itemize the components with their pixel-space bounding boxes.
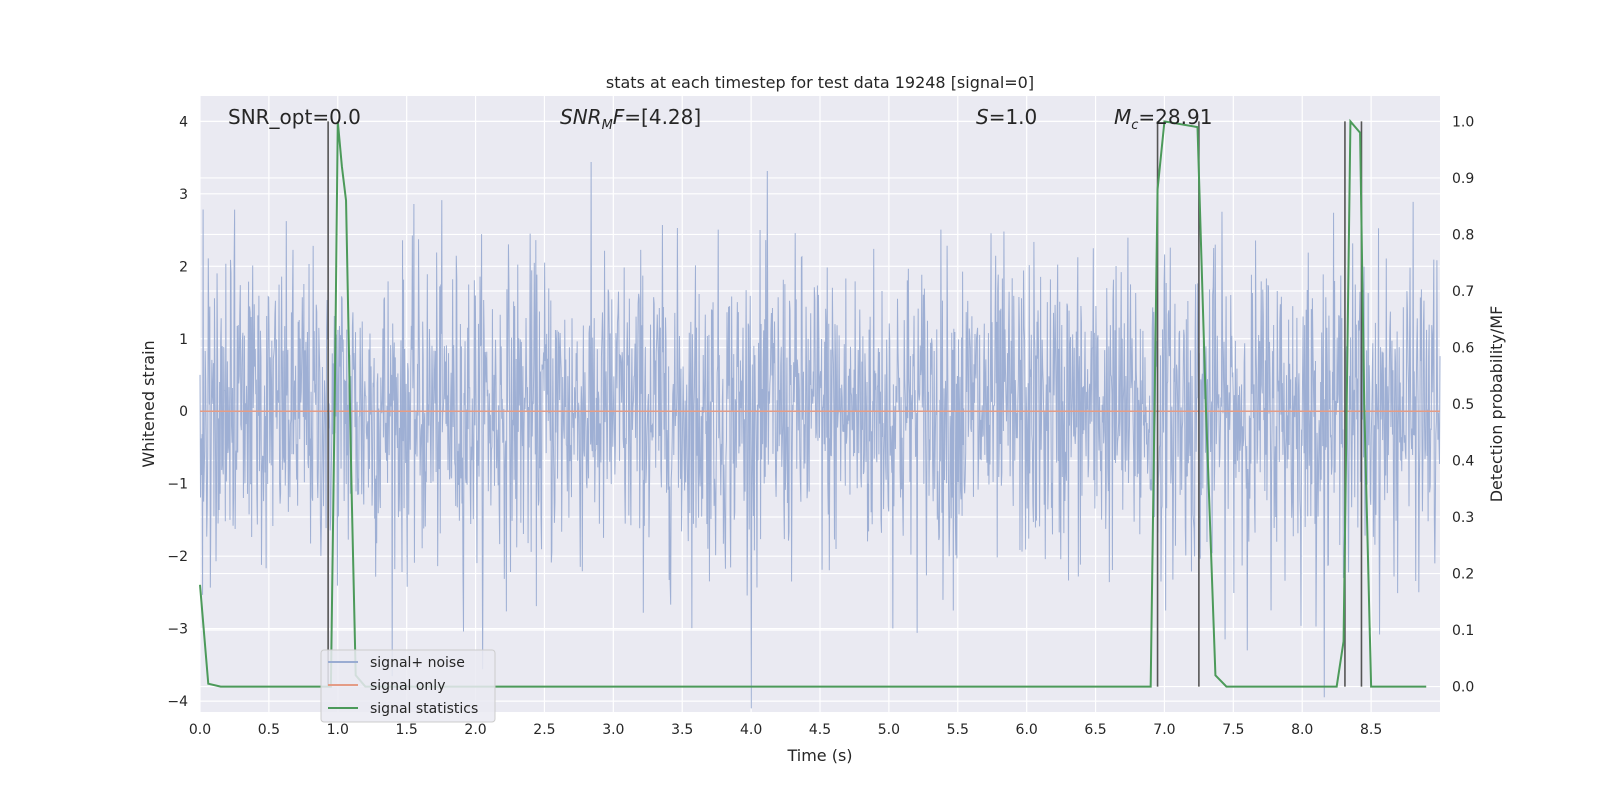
annotation-mc-sub: c (1131, 118, 1138, 133)
legend-label-signal-noise: signal+ noise (370, 655, 465, 671)
legend: signal+ noise signal only signal statist… (320, 649, 496, 723)
y-left-tick-label: 4 (179, 114, 188, 130)
y-left-tick-label: 1 (179, 332, 188, 348)
x-tick-label: 5.5 (947, 722, 969, 738)
x-tick-label: 8.5 (1360, 722, 1382, 738)
y-left-tick-label: −3 (167, 622, 188, 638)
signal-statistics-line (199, 118, 1427, 688)
legend-box (320, 649, 496, 723)
x-tick-label: 5.0 (878, 722, 900, 738)
chart-title: stats at each timestep for test data 192… (606, 73, 1034, 92)
x-tick-label: 3.0 (602, 722, 624, 738)
y-right-tick-label: 0.6 (1452, 340, 1474, 356)
annotation-snr-mf-sub: M (602, 118, 613, 133)
x-tick-label: 1.5 (396, 722, 418, 738)
annotation-s: S=1.0 (976, 105, 1037, 129)
y-right-tick-label: 1.0 (1452, 114, 1474, 130)
x-tick-label: 0.0 (189, 722, 211, 738)
y-left-tick-label: −4 (167, 694, 188, 710)
y-right-tick-label: 0.0 (1452, 680, 1474, 696)
y-left-tick-label: 2 (179, 259, 188, 275)
annotation-mc-value: =28.91 (1138, 105, 1212, 129)
legend-label-signal-statistics: signal statistics (370, 701, 478, 717)
annotation-snr-mf-mid: F= (613, 105, 641, 129)
x-tick-label: 6.0 (1016, 722, 1038, 738)
annotation-snr-mf-prefix: SNR (560, 105, 602, 129)
y-right-tick-labels: 1.0 0.9 0.8 0.7 0.6 0.5 0.4 0.3 0.2 0.1 0.0 (1452, 114, 1474, 695)
y-left-tick-labels: 4 3 2 1 0 −1 −2 −3 −4 (167, 114, 188, 710)
annotation-s-value: =1.0 (989, 105, 1038, 129)
signal-noise-series (199, 162, 1441, 709)
y-left-tick-label: −2 (167, 549, 188, 565)
y-axis-label-left: Whitened strain (139, 340, 158, 467)
x-tick-label: 2.0 (464, 722, 486, 738)
y-axis-label-right: Detection probability/MF (1487, 306, 1506, 503)
annotation-snr-mf-value: [4.28] (641, 105, 701, 129)
y-right-tick-label: 0.9 (1452, 171, 1474, 187)
annotation-snr-opt: SNR_opt=0.0 (228, 105, 361, 129)
signal-statistics-series (199, 118, 1427, 688)
x-axis-label: Time (s) (786, 746, 852, 765)
x-tick-label: 7.0 (1153, 722, 1175, 738)
x-tick-label: 0.5 (258, 722, 280, 738)
x-tick-label: 3.5 (671, 722, 693, 738)
x-tick-label: 7.5 (1222, 722, 1244, 738)
x-tick-labels: 0.0 0.5 1.0 1.5 2.0 2.5 3.0 3.5 4.0 4.5 5.0 5.5 6.0 6… (189, 722, 1382, 738)
annotation-s-symbol: S (976, 105, 989, 129)
y-right-tick-label: 0.1 (1452, 623, 1474, 639)
y-right-tick-label: 0.5 (1452, 397, 1474, 413)
y-right-tick-label: 0.3 (1452, 510, 1474, 526)
x-tick-label: 4.0 (740, 722, 762, 738)
y-left-tick-label: −1 (167, 477, 188, 493)
y-left-tick-label: 3 (179, 187, 188, 203)
x-tick-label: 6.5 (1084, 722, 1106, 738)
signal-noise-line (199, 162, 1441, 709)
y-left-tick-label: 0 (179, 404, 188, 420)
x-tick-label: 4.5 (809, 722, 831, 738)
legend-label-signal-only: signal only (370, 678, 445, 694)
y-right-tick-label: 0.4 (1452, 454, 1474, 470)
x-tick-label: 1.0 (327, 722, 349, 738)
y-right-tick-label: 0.2 (1452, 567, 1474, 583)
x-tick-label: 2.5 (533, 722, 555, 738)
annotation-snr-mf: SNRMF=[4.28] (560, 105, 701, 133)
x-tick-label: 8.0 (1291, 722, 1313, 738)
annotation-mc: Mc=28.91 (1114, 105, 1212, 133)
y-right-tick-label: 0.8 (1452, 227, 1474, 243)
annotation-mc-symbol: M (1114, 105, 1131, 129)
y-right-tick-label: 0.7 (1452, 284, 1474, 300)
